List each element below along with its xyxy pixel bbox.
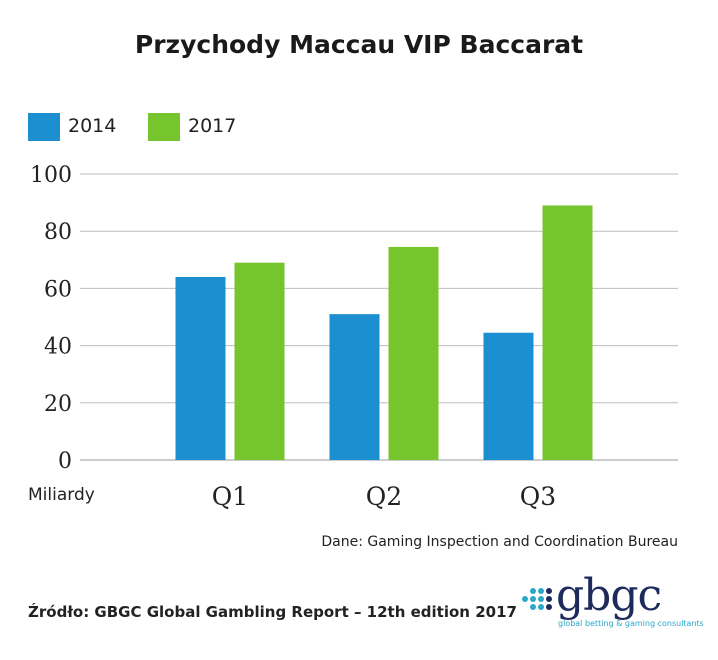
logo-dot xyxy=(546,596,552,602)
y-tick-label: 20 xyxy=(44,392,72,417)
legend-swatch-2017 xyxy=(148,113,180,141)
bar-q3-2014 xyxy=(483,332,534,460)
y-tick-label: 40 xyxy=(44,335,72,360)
logo-tagline: global betting & gaming consultants xyxy=(558,619,704,628)
y-unit-label: Miliardy xyxy=(28,485,95,505)
y-tick-label: 80 xyxy=(44,220,72,245)
legend-swatch-2014 xyxy=(28,113,60,141)
y-tick-label: 100 xyxy=(30,163,72,188)
logo-dot xyxy=(538,596,544,602)
logo-dot xyxy=(530,596,536,602)
logo-dot xyxy=(530,588,536,594)
x-tick-label-q1: Q1 xyxy=(212,482,248,511)
bar-q3-2017 xyxy=(542,205,593,460)
x-tick-label-q2: Q2 xyxy=(366,482,402,511)
logo-dot xyxy=(538,604,544,610)
logo-dot xyxy=(546,588,552,594)
logo-dot xyxy=(530,604,536,610)
legend-label-2014: 2014 xyxy=(68,115,117,137)
y-tick-label: 60 xyxy=(44,277,72,302)
y-tick-label: 0 xyxy=(58,449,72,474)
footer-source: Źródło: GBGC Global Gambling Report – 12… xyxy=(28,603,517,621)
gbgc-logo: gbgc global betting & gaming consultants xyxy=(522,570,704,632)
logo-dots-icon xyxy=(522,584,554,614)
data-source-note: Dane: Gaming Inspection and Coordination… xyxy=(321,534,678,550)
logo-word: gbgc xyxy=(556,570,662,621)
logo-dot xyxy=(522,596,528,602)
x-tick-label-q3: Q3 xyxy=(520,482,556,511)
bar-q1-2017 xyxy=(234,262,285,460)
logo-dot xyxy=(538,588,544,594)
bar-chart: 0 20 40 60 80 100 Q1 Q2 Q3 xyxy=(30,163,678,511)
logo-dot xyxy=(546,604,552,610)
bar-q2-2017 xyxy=(388,246,439,460)
bar-q2-2014 xyxy=(329,314,380,460)
chart-title: Przychody Maccau VIP Baccarat xyxy=(134,30,584,59)
bar-q1-2014 xyxy=(175,276,226,460)
legend-label-2017: 2017 xyxy=(188,115,237,137)
